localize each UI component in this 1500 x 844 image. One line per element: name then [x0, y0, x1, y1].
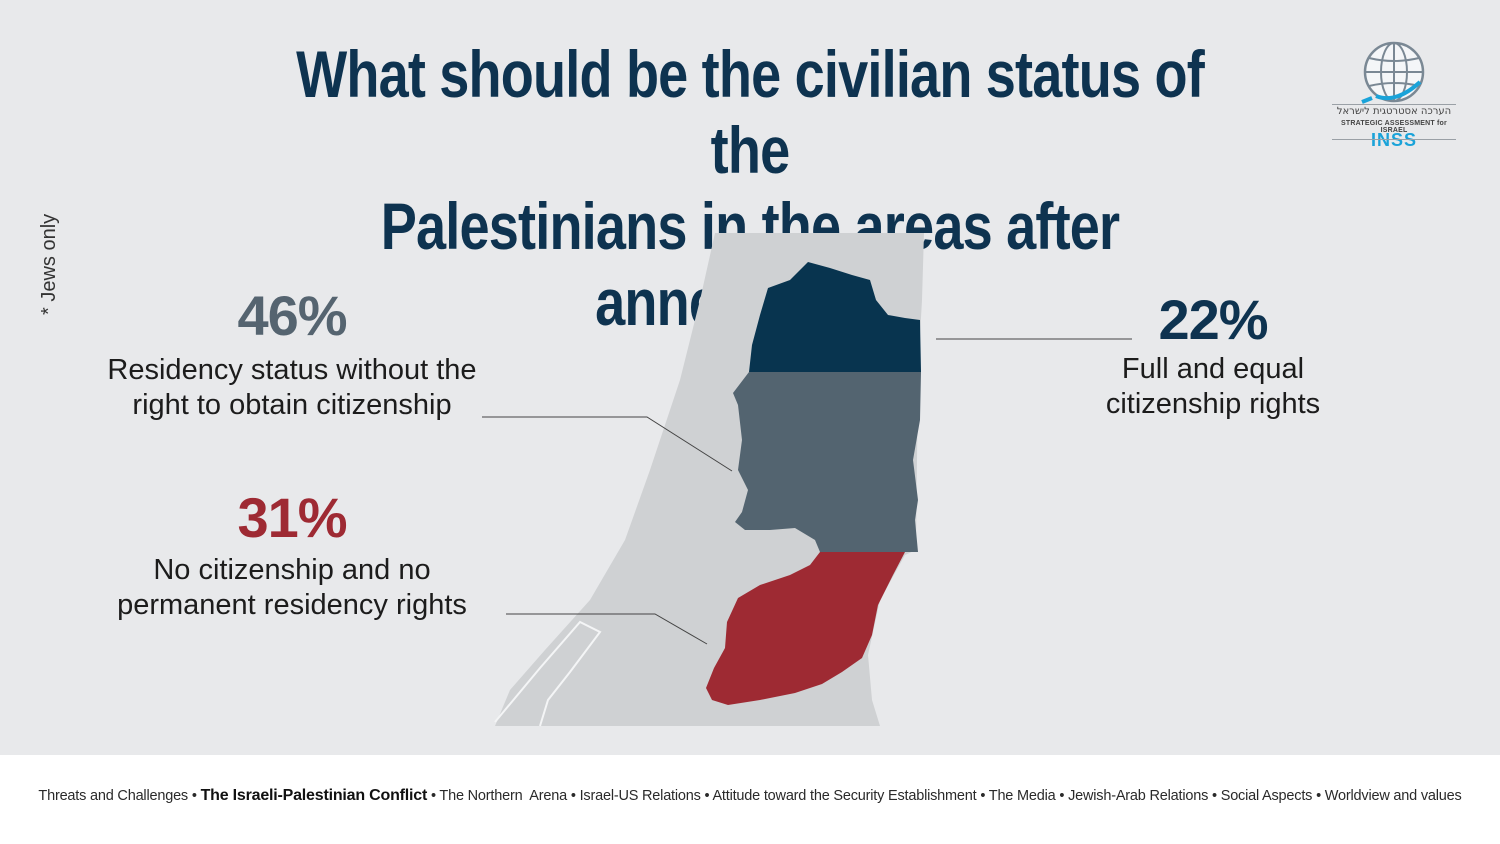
topic-separator: •: [191, 788, 197, 804]
map-segment-no-citizenship: [706, 552, 905, 705]
gaza-strip-outline: [494, 620, 602, 727]
map-segment-residency-status: [733, 372, 921, 552]
logo-hebrew-text: הערכה אסטרטגית לישראל: [1336, 106, 1452, 117]
topic-separator: •: [570, 788, 576, 804]
topic-israel-us-relations[interactable]: Israel-US Relations: [579, 788, 701, 804]
topic-the-media[interactable]: The Media: [988, 788, 1056, 804]
label-31-line-1: No citizenship and no: [153, 554, 431, 586]
topic-worldview-and-values[interactable]: Worldview and values: [1324, 788, 1462, 804]
logo-english-text: STRATEGIC ASSESSMENT for ISRAEL: [1341, 120, 1447, 134]
logo-brand-text: INSS: [1370, 130, 1417, 150]
topic-threats-and-challenges[interactable]: Threats and Challenges: [38, 788, 188, 804]
label-31-line-2: permanent residency rights: [117, 589, 467, 621]
footer-topics-nav: Threats and Challenges • The Israeli-Pal…: [0, 787, 1500, 805]
topic-northern-arena[interactable]: The Northern Arena: [439, 788, 567, 804]
label-no-citizenship: No citizenship and no permanent residenc…: [72, 553, 512, 623]
topic-separator: •: [980, 788, 986, 804]
topic-separator: •: [1211, 788, 1217, 804]
label-22-line-2: citizenship rights: [1105, 388, 1321, 420]
label-46-line-2: right to obtain citizenship: [132, 389, 452, 421]
leader-line-46: [482, 416, 733, 472]
topic-israeli-palestinian-conflict[interactable]: The Israeli-Palestinian Conflict: [200, 787, 428, 804]
topic-separator: •: [1059, 788, 1065, 804]
label-full-citizenship: Full and equal citizenship rights: [1063, 352, 1363, 422]
map-chart: [482, 233, 1132, 727]
topic-jewish-arab-relations[interactable]: Jewish-Arab Relations: [1068, 788, 1209, 804]
percent-46: 46%: [237, 284, 347, 347]
label-22-line-1: Full and equal: [1121, 353, 1305, 385]
inss-logo: הערכה אסטרטגית לישראל STRATEGIC ASSESSME…: [1328, 38, 1460, 154]
globe-icon: [1361, 41, 1425, 104]
topic-social-aspects[interactable]: Social Aspects: [1220, 788, 1313, 804]
percent-22: 22%: [1158, 288, 1268, 351]
topic-separator: •: [1316, 788, 1321, 804]
label-residency-status: Residency status without the right to ob…: [72, 353, 512, 423]
topic-separator: •: [430, 788, 436, 804]
footer-bar: [0, 755, 1500, 844]
leader-line-31: [506, 613, 708, 645]
map-segment-full-citizenship: [749, 262, 921, 372]
percent-31: 31%: [237, 486, 347, 549]
topic-separator: •: [704, 788, 710, 804]
title-line-1: What should be the civilian status of th…: [296, 37, 1205, 187]
label-46-line-1: Residency status without the: [107, 354, 477, 386]
topic-security-establishment[interactable]: Attitude toward the Security Establishme…: [712, 788, 977, 804]
